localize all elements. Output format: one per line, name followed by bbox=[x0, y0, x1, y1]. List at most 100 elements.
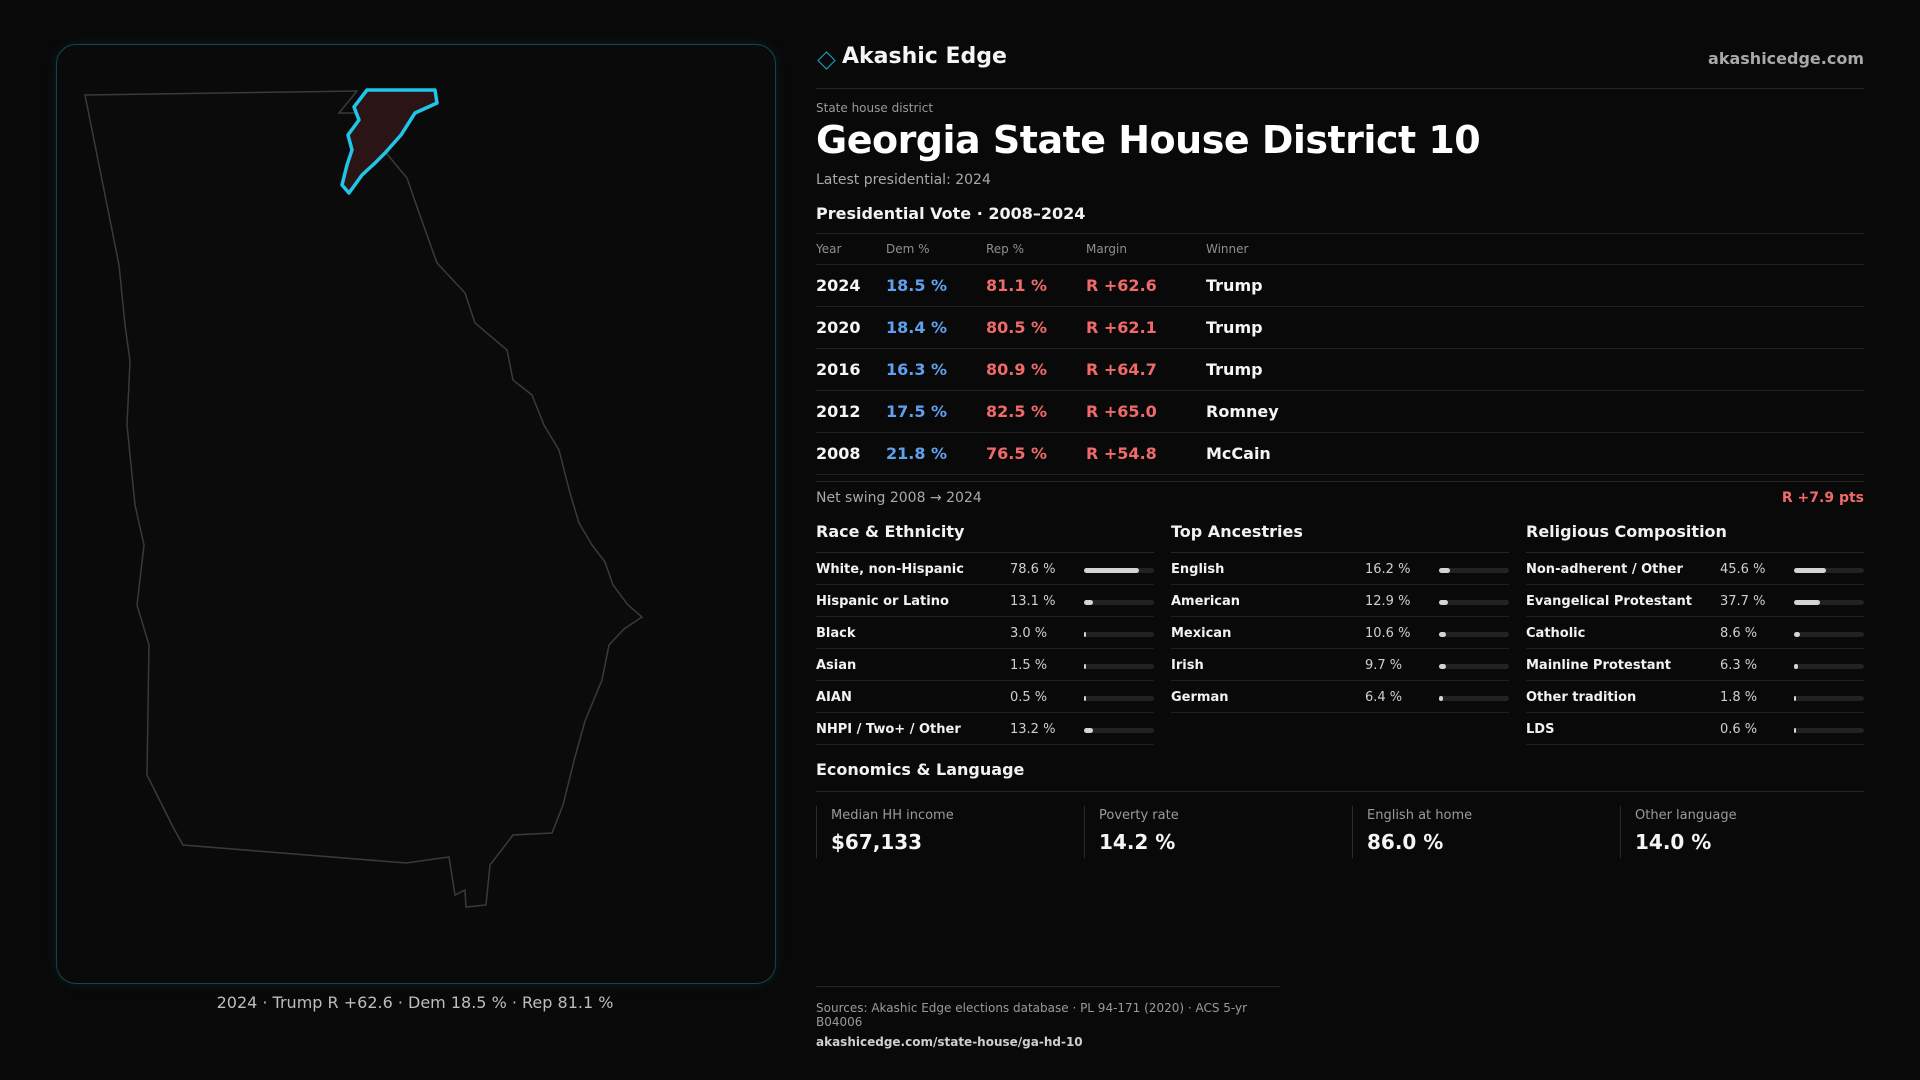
item-value: 10.6 % bbox=[1365, 626, 1411, 641]
row-year: 2012 bbox=[816, 390, 886, 433]
economics-heading: Economics & Language bbox=[816, 760, 1025, 779]
sources-footer: Sources: Akashic Edge elections database… bbox=[816, 986, 1280, 1049]
brand-site-link[interactable]: akashicedge.com bbox=[1708, 49, 1864, 68]
net-swing-label: Net swing 2008 → 2024 bbox=[816, 490, 982, 506]
share-bar-fill bbox=[1794, 728, 1796, 733]
race-ethnicity-panel: Race & Ethnicity White, non-Hispanic 78.6… bbox=[816, 522, 1154, 745]
econ-card-poverty: Poverty rate 14.2 % bbox=[1084, 806, 1333, 858]
list-item: Non-adherent / Other 45.6 % bbox=[1526, 553, 1864, 585]
row-rep: 81.1 % bbox=[986, 264, 1086, 307]
share-bar bbox=[1794, 696, 1864, 701]
list-item: AIAN 0.5 % bbox=[816, 681, 1154, 713]
share-bar bbox=[1084, 632, 1154, 637]
share-bar bbox=[1439, 664, 1509, 669]
share-bar bbox=[1794, 600, 1864, 605]
item-value: 6.3 % bbox=[1720, 658, 1758, 673]
col-year: Year bbox=[816, 233, 886, 265]
item-label: Hispanic or Latino bbox=[816, 594, 949, 609]
row-year: 2020 bbox=[816, 306, 886, 349]
district-map[interactable] bbox=[57, 45, 775, 983]
table-row: 2008 21.8 % 76.5 % R +54.8 McCain bbox=[816, 432, 1864, 475]
share-bar bbox=[1084, 568, 1154, 573]
share-bar bbox=[1794, 728, 1864, 733]
item-label: Black bbox=[816, 626, 856, 641]
share-bar bbox=[1439, 568, 1509, 573]
econ-card-label: Median HH income bbox=[831, 808, 954, 823]
share-bar bbox=[1794, 632, 1864, 637]
latest-presidential: Latest presidential: 2024 bbox=[816, 172, 991, 188]
list-item: Other tradition 1.8 % bbox=[1526, 681, 1864, 713]
row-rep: 82.5 % bbox=[986, 390, 1086, 433]
presidential-vote-heading: Presidential Vote · 2008–2024 bbox=[816, 204, 1086, 223]
table-row: 2012 17.5 % 82.5 % R +65.0 Romney bbox=[816, 390, 1864, 433]
item-label: Non-adherent / Other bbox=[1526, 562, 1683, 577]
item-value: 3.0 % bbox=[1010, 626, 1048, 641]
item-label: NHPI / Two+ / Other bbox=[816, 722, 961, 737]
district-10-highlight[interactable] bbox=[340, 88, 439, 195]
col-dem: Dem % bbox=[886, 233, 986, 265]
item-value: 16.2 % bbox=[1365, 562, 1411, 577]
row-rep: 80.5 % bbox=[986, 306, 1086, 349]
row-margin: R +62.1 bbox=[1086, 306, 1206, 349]
brand-name[interactable]: Akashic Edge bbox=[842, 44, 1007, 69]
presidential-vote-table: Year Dem % Rep % Margin Winner 2024 18.5… bbox=[816, 233, 1864, 475]
map-panel[interactable] bbox=[56, 44, 776, 984]
row-winner: Trump bbox=[1206, 264, 1864, 307]
item-label: Mainline Protestant bbox=[1526, 658, 1672, 673]
row-rep: 80.9 % bbox=[986, 348, 1086, 391]
row-dem: 17.5 % bbox=[886, 390, 986, 433]
econ-card-label: Other language bbox=[1635, 808, 1737, 823]
map-caption: 2024 · Trump R +62.6 · Dem 18.5 % · Rep … bbox=[216, 993, 614, 1012]
econ-card-value: 14.0 % bbox=[1635, 830, 1712, 854]
item-label: Irish bbox=[1171, 658, 1204, 673]
share-bar bbox=[1794, 568, 1864, 573]
item-value: 1.8 % bbox=[1720, 690, 1758, 705]
race-ethnicity-heading: Race & Ethnicity bbox=[816, 522, 1154, 553]
share-bar-fill bbox=[1084, 664, 1086, 669]
share-bar bbox=[1084, 696, 1154, 701]
share-bar-fill bbox=[1439, 568, 1450, 573]
net-swing-value: R +7.9 pts bbox=[1781, 490, 1864, 506]
col-rep: Rep % bbox=[986, 233, 1086, 265]
diamond-logo-icon bbox=[817, 51, 836, 70]
col-winner: Winner bbox=[1206, 233, 1864, 265]
list-item: White, non-Hispanic 78.6 % bbox=[816, 553, 1154, 585]
item-label: Mexican bbox=[1171, 626, 1232, 641]
item-label: English bbox=[1171, 562, 1225, 577]
item-value: 8.6 % bbox=[1720, 626, 1758, 641]
item-label: Asian bbox=[816, 658, 857, 673]
list-item: Catholic 8.6 % bbox=[1526, 617, 1864, 649]
row-margin: R +54.8 bbox=[1086, 432, 1206, 475]
row-margin: R +62.6 bbox=[1086, 264, 1206, 307]
share-bar-fill bbox=[1794, 632, 1800, 637]
share-bar-fill bbox=[1084, 568, 1139, 573]
table-row: 2016 16.3 % 80.9 % R +64.7 Trump bbox=[816, 348, 1864, 391]
table-header-row: Year Dem % Rep % Margin Winner bbox=[816, 233, 1864, 265]
economics-heading-row: Economics & Language bbox=[816, 760, 1864, 792]
list-item: German 6.4 % bbox=[1171, 681, 1509, 713]
source-url-link[interactable]: akashicedge.com/state-house/ga-hd-10 bbox=[816, 1035, 1083, 1049]
share-bar-fill bbox=[1439, 632, 1446, 637]
item-value: 13.1 % bbox=[1010, 594, 1056, 609]
list-item: LDS 0.6 % bbox=[1526, 713, 1864, 745]
item-label: German bbox=[1171, 690, 1229, 705]
economics-cards: Median HH income $67,133 Poverty rate 14… bbox=[816, 806, 1864, 858]
sources-text: Sources: Akashic Edge elections database… bbox=[816, 1001, 1248, 1029]
econ-card-value: 14.2 % bbox=[1099, 830, 1176, 854]
district-profile: Akashic Edge akashicedge.com State house… bbox=[816, 40, 1864, 1049]
list-item: NHPI / Two+ / Other 13.2 % bbox=[816, 713, 1154, 745]
row-dem: 18.4 % bbox=[886, 306, 986, 349]
share-bar-fill bbox=[1084, 728, 1093, 733]
item-value: 78.6 % bbox=[1010, 562, 1056, 577]
econ-card-income: Median HH income $67,133 bbox=[816, 806, 1065, 858]
page-title: Georgia State House District 10 bbox=[816, 118, 1481, 162]
share-bar-fill bbox=[1084, 632, 1086, 637]
divider bbox=[816, 481, 1864, 482]
item-value: 0.6 % bbox=[1720, 722, 1758, 737]
row-dem: 18.5 % bbox=[886, 264, 986, 307]
share-bar-fill bbox=[1794, 664, 1798, 669]
item-label: Catholic bbox=[1526, 626, 1586, 641]
brand-bar: Akashic Edge akashicedge.com bbox=[816, 40, 1864, 89]
item-value: 1.5 % bbox=[1010, 658, 1048, 673]
list-item: Mainline Protestant 6.3 % bbox=[1526, 649, 1864, 681]
